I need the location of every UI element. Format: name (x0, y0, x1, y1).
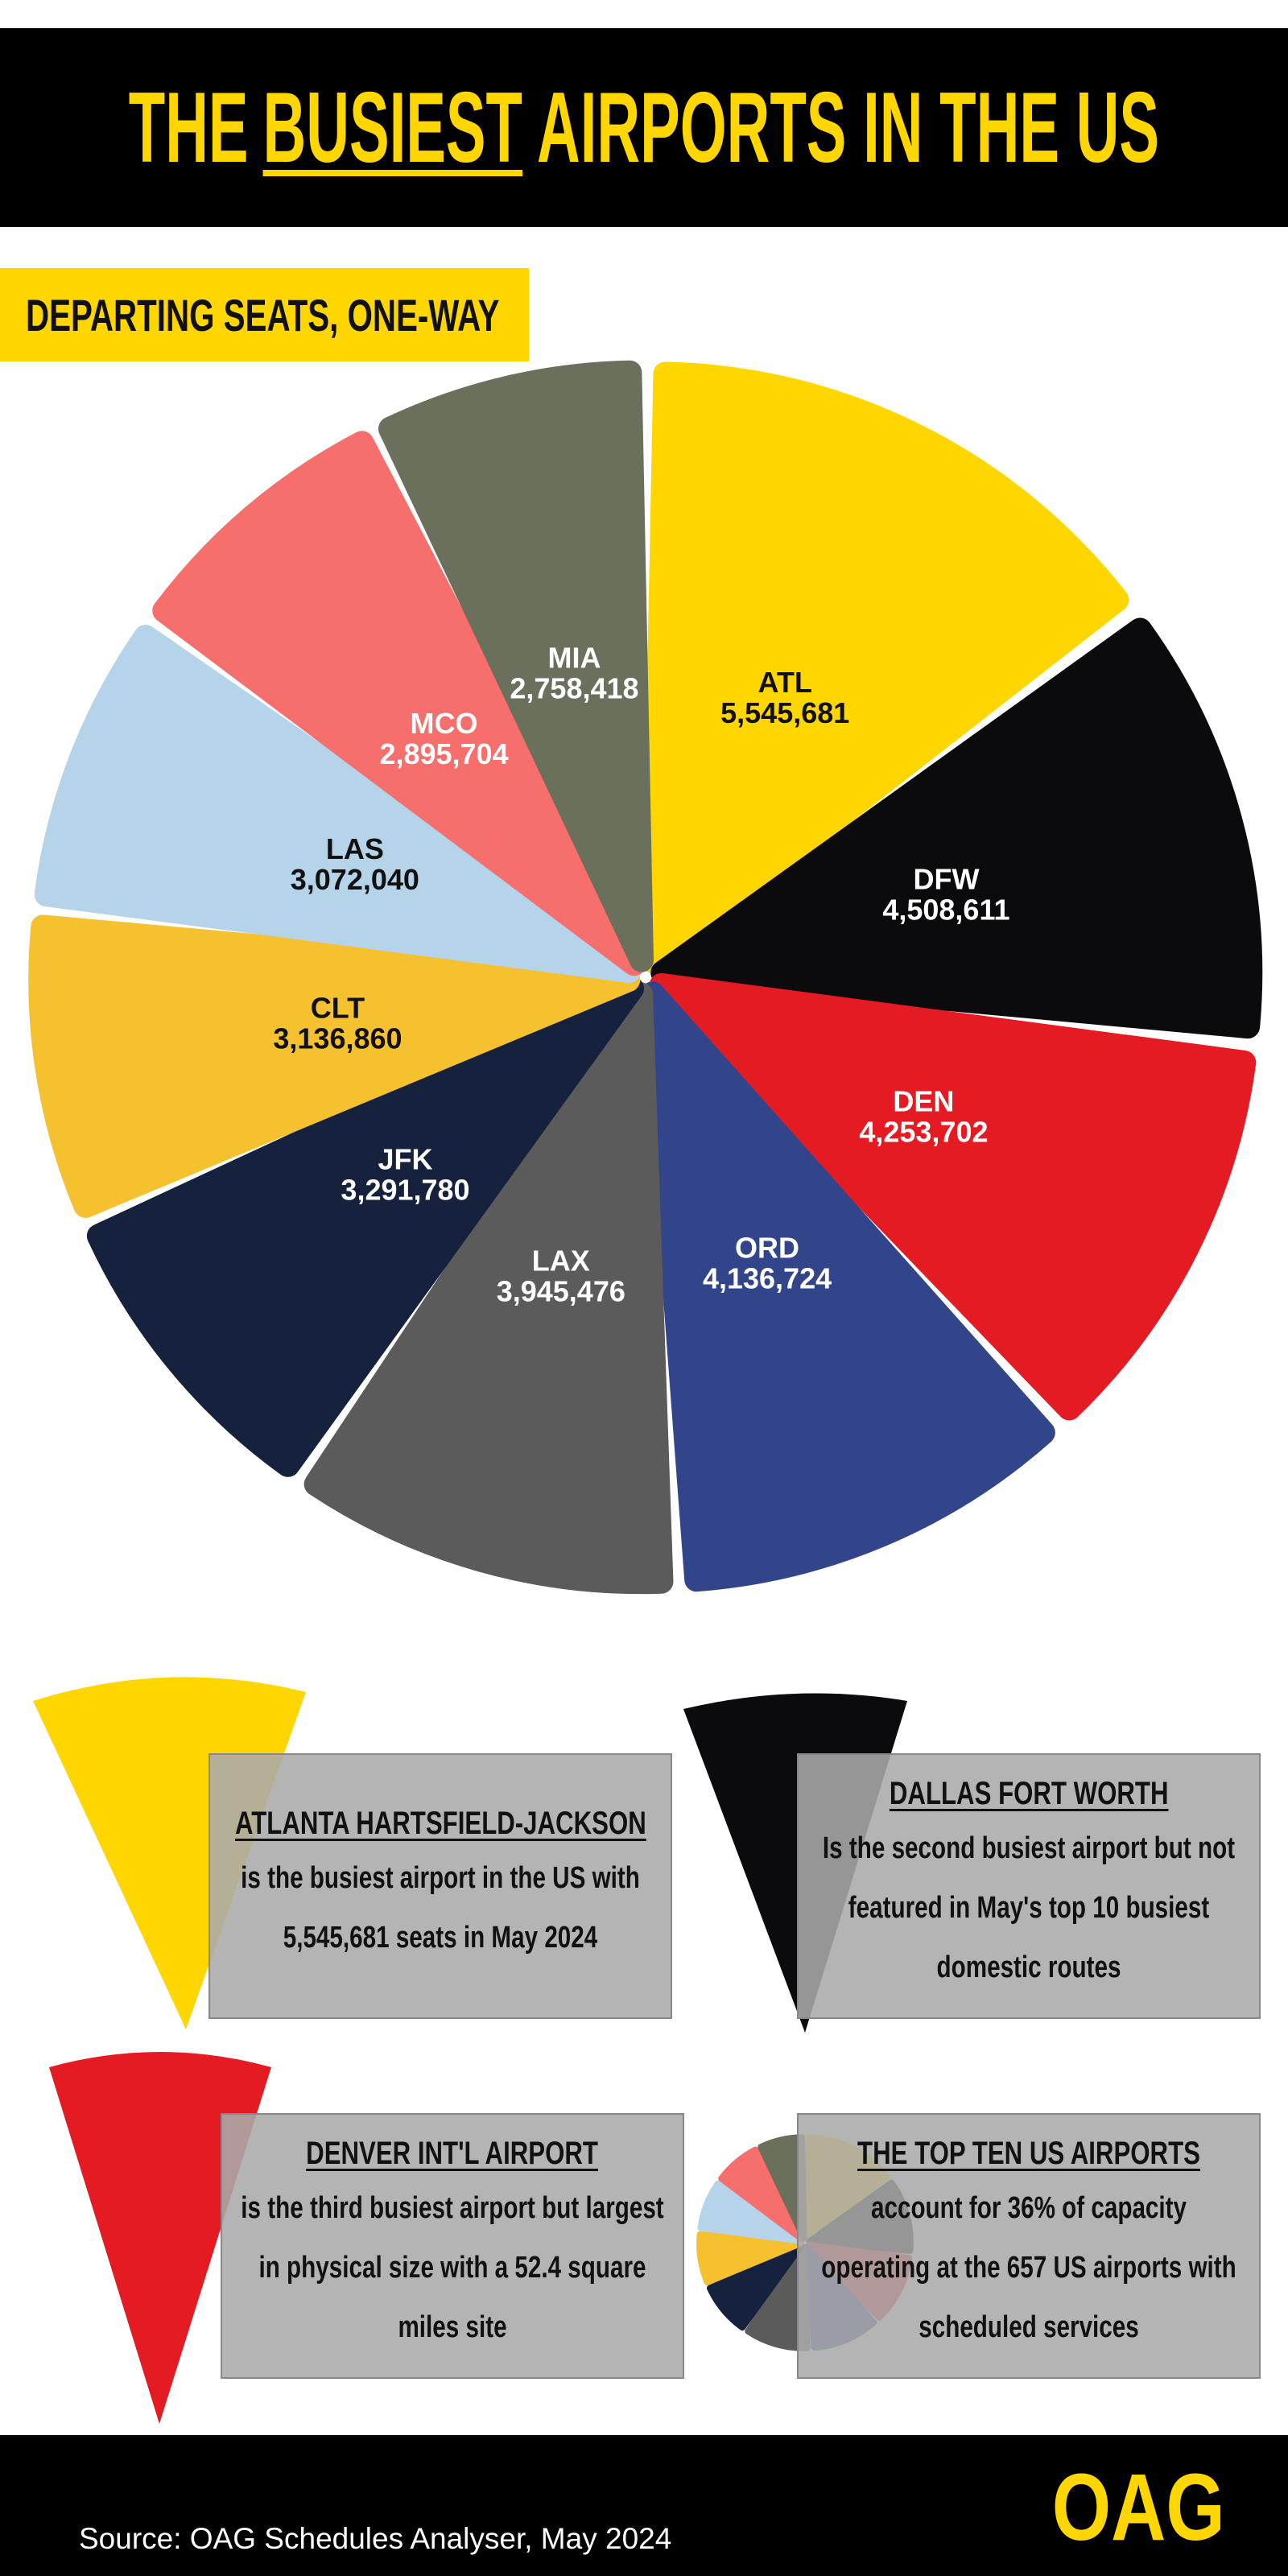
title-part: BUSIEST (262, 72, 523, 184)
logo: OAG (1051, 2454, 1225, 2561)
source: Source: OAG Schedules Analyser, May 2024 (79, 2522, 672, 2555)
slice (303, 982, 674, 1595)
slice-category: MIA (547, 641, 601, 674)
slice (697, 2180, 804, 2244)
slice (649, 972, 1257, 1421)
slice (718, 2146, 806, 2243)
slice-value: 4,508,611 (882, 893, 1009, 926)
slice (650, 617, 1263, 1039)
callout-title: DALLAS FORT WORTH (889, 1775, 1169, 1811)
slice-category: ORD (735, 1231, 799, 1264)
callout-body: is the third busiest airport but largest… (241, 2190, 664, 2344)
slice (34, 625, 642, 984)
subtitle: DEPARTING SEATS, ONE-WAY (26, 289, 500, 341)
callout: DALLAS FORT WORTH Is the second busiest … (797, 1753, 1261, 2019)
callout: DENVER INT'L AIRPORT is the third busies… (221, 2113, 684, 2379)
slice-category: DEN (893, 1084, 954, 1117)
title: THE BUSIEST AIRPORTS IN THE US (129, 71, 1159, 185)
footer: Source: OAG Schedules Analyser, May 2024… (0, 2435, 1288, 2576)
slice-category: CLT (311, 992, 365, 1025)
slice (28, 914, 641, 1218)
slice-category: DFW (913, 862, 979, 895)
slice (378, 360, 654, 972)
slice-category: LAX (532, 1244, 590, 1277)
slice (696, 2231, 804, 2285)
header: THE BUSIEST AIRPORTS IN THE US (0, 28, 1288, 227)
slice-category: ATL (758, 666, 812, 699)
subtitle-box: DEPARTING SEATS, ONE-WAY (0, 268, 529, 361)
slice-value: 4,253,702 (859, 1115, 988, 1148)
callout-body: is the busiest airport in the US with 5,… (241, 1860, 640, 1955)
slice-category: MCO (411, 707, 478, 740)
slice (641, 361, 1129, 974)
slice (640, 981, 1055, 1592)
callout-title: ATLANTA HARTSFIELD-JACKSON (234, 1805, 646, 1841)
slice-value: 5,545,681 (720, 696, 849, 729)
callout: THE TOP TEN US AIRPORTS account for 36% … (797, 2113, 1261, 2379)
slice (706, 2242, 805, 2331)
icon-slice (49, 2052, 271, 2424)
slice-value: 3,072,040 (291, 863, 419, 896)
slice (86, 976, 645, 1477)
callout-title: DENVER INT'L AIRPORT (306, 2135, 599, 2171)
slice-value: 2,895,704 (379, 737, 508, 770)
callout-title: THE TOP TEN US AIRPORTS (857, 2135, 1200, 2171)
slice-category: JFK (378, 1142, 433, 1175)
slice-value: 3,291,780 (341, 1173, 469, 1206)
callout-body: Is the second busiest airport but not fe… (822, 1831, 1236, 1984)
slice-value: 3,136,860 (273, 1022, 402, 1055)
callout-body: account for 36% of capacity operating at… (821, 2190, 1236, 2344)
title-part: THE (128, 72, 249, 184)
slice (152, 431, 646, 976)
callout: ATLANTA HARTSFIELD-JACKSON is the busies… (208, 1753, 672, 2019)
title-part: AIRPORTS IN THE US (537, 72, 1160, 184)
slice-value: 2,758,418 (510, 671, 638, 704)
slice-value: 4,136,724 (703, 1261, 832, 1294)
slice-category: LAS (326, 832, 384, 865)
slice-value: 3,945,476 (497, 1274, 625, 1307)
